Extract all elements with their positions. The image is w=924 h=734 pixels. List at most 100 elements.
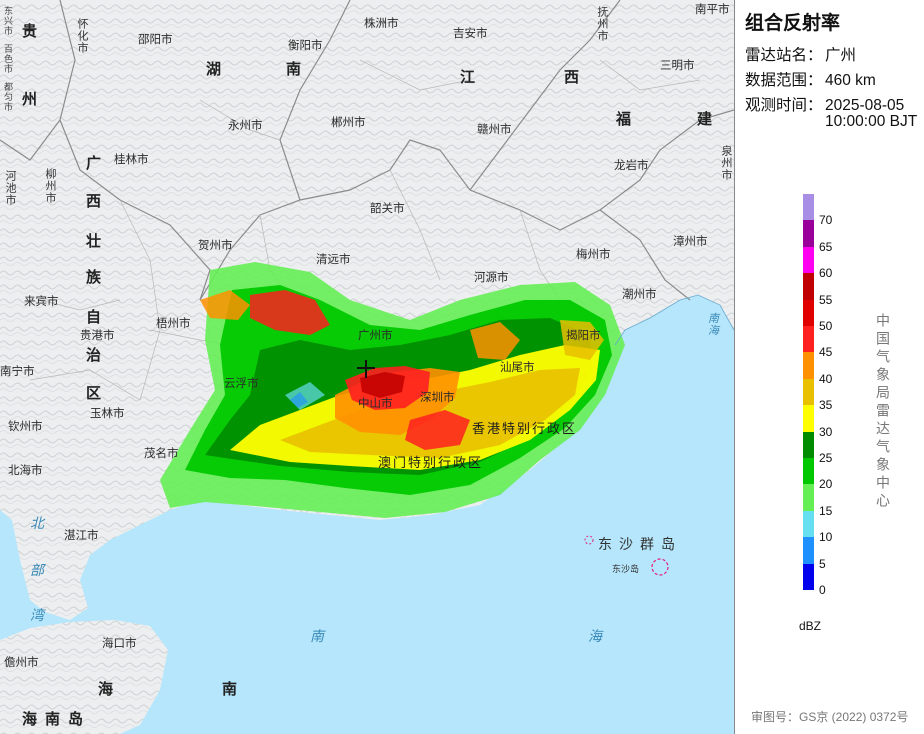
province-label: 建 bbox=[697, 111, 713, 128]
scale-value: 35 bbox=[819, 398, 833, 413]
province-label: 湖 bbox=[206, 61, 222, 78]
scale-value: 10 bbox=[819, 530, 833, 545]
city-label: 株洲市 bbox=[364, 18, 399, 30]
city-label: 河源市 bbox=[474, 272, 509, 284]
city-label: 赣州市 bbox=[477, 124, 512, 136]
city-label: 梧州市 bbox=[156, 318, 191, 330]
scale-value: 0 bbox=[819, 583, 826, 597]
province-label: 南 bbox=[286, 61, 302, 78]
dongsha-island-label: 东沙岛 bbox=[612, 564, 640, 574]
province-label: 区 bbox=[86, 385, 102, 402]
city-label: 南宁市 bbox=[0, 366, 35, 378]
city-label: 怀化市 bbox=[76, 18, 88, 54]
province-label: 壮 bbox=[86, 233, 102, 250]
sea-label: 南 bbox=[708, 313, 719, 325]
city-label: 梅州市 bbox=[576, 249, 611, 261]
city-label: 儋州市 bbox=[4, 657, 39, 669]
time-date: 2025-08-05 bbox=[825, 97, 905, 114]
city-label: 桂林市 bbox=[114, 154, 149, 166]
scale-swatch bbox=[803, 326, 814, 353]
station-row: 雷达站名： 广州 bbox=[745, 43, 856, 65]
scale-value: 40 bbox=[819, 371, 833, 386]
product-title: 组合反射率 bbox=[745, 13, 841, 34]
scale-value: 20 bbox=[819, 477, 833, 492]
radar-site-marker bbox=[357, 360, 375, 378]
scale-value: 55 bbox=[819, 292, 833, 307]
province-label: 福 bbox=[616, 111, 632, 128]
scale-value: 65 bbox=[819, 239, 833, 254]
radar-echo bbox=[160, 262, 625, 518]
info-panel: 组合反射率 雷达站名： 广州 数据范围： 460 km 观测时间： 2025-08-0… bbox=[734, 0, 924, 734]
range-key: 数据范围： bbox=[745, 72, 823, 89]
island-label: 海南岛 bbox=[22, 711, 92, 728]
scale-swatch bbox=[803, 220, 814, 247]
city-label: 郴州市 bbox=[331, 117, 366, 129]
city-label: 茂名市 bbox=[144, 448, 179, 460]
scale-swatch bbox=[803, 537, 814, 564]
city-label: 湛江市 bbox=[64, 530, 99, 542]
dongsha-islands-label: 东沙群岛 bbox=[598, 536, 682, 552]
city-label: 贺州市 bbox=[198, 240, 233, 252]
province-label: 西 bbox=[86, 193, 102, 210]
scale-swatch bbox=[803, 299, 814, 326]
province-label: 海 bbox=[98, 681, 114, 698]
scale-value: 25 bbox=[819, 451, 833, 465]
scale-value: 45 bbox=[819, 345, 833, 360]
scale-swatch bbox=[803, 194, 814, 221]
scale-value: 5 bbox=[819, 556, 826, 571]
scale-swatch bbox=[803, 405, 814, 432]
city-label: 河池市 bbox=[4, 170, 16, 206]
scale-value: 60 bbox=[819, 266, 833, 281]
city-label: 衡阳市 bbox=[288, 40, 323, 52]
sea-label: 部 bbox=[30, 562, 44, 578]
province-label: 州 bbox=[22, 91, 38, 108]
city-label: 邵阳市 bbox=[138, 34, 173, 46]
province-label: 治 bbox=[86, 347, 102, 364]
station-value: 广州 bbox=[825, 47, 857, 64]
unit-label: dBZ bbox=[799, 619, 822, 633]
city-label: 贵港市 bbox=[80, 330, 115, 342]
time-clock: 10:00:00 BJT bbox=[825, 113, 918, 130]
time-row: 观测时间： 2025-08-05 bbox=[745, 93, 904, 115]
radar-map[interactable]: 贵 州 湖 南 江 西 福 建 广 西 壮 族 自 治 区 海 海南岛 南 北 … bbox=[0, 0, 734, 734]
sea-label: 海 bbox=[588, 628, 602, 644]
scale-swatch bbox=[803, 273, 814, 300]
scale-swatch bbox=[803, 563, 814, 590]
province-label: 族 bbox=[86, 269, 102, 286]
city-label: 汕尾市 bbox=[500, 362, 535, 374]
city-label: 百色市 bbox=[3, 44, 13, 74]
map-canvas bbox=[0, 0, 734, 734]
scale-value: 50 bbox=[819, 319, 833, 333]
city-label: 来宾市 bbox=[24, 296, 59, 308]
sea-label: 南 bbox=[310, 628, 324, 644]
scale-value: 15 bbox=[819, 503, 833, 518]
range-row: 数据范围： 460 km bbox=[745, 68, 876, 90]
agency-label: 中国气象局雷达气象中心 bbox=[875, 313, 891, 511]
city-label: 吉安市 bbox=[453, 28, 488, 40]
city-label: 南平市 bbox=[695, 4, 730, 16]
province-label: 贵 bbox=[22, 23, 38, 40]
city-label: 揭阳市 bbox=[566, 330, 601, 342]
sea-label: 北 bbox=[30, 515, 44, 531]
city-label: 海口市 bbox=[102, 638, 137, 650]
time-key: 观测时间： bbox=[745, 97, 823, 114]
city-label: 潮州市 bbox=[622, 289, 657, 301]
station-key: 雷达站名： bbox=[745, 47, 823, 64]
province-label: 自 bbox=[86, 309, 102, 326]
city-label: 柳州市 bbox=[44, 168, 56, 204]
province-borders bbox=[0, 0, 734, 301]
city-label: 钦州市 bbox=[8, 421, 43, 433]
scale-swatch bbox=[803, 378, 814, 406]
scale-value: 30 bbox=[819, 424, 833, 439]
city-label: 北海市 bbox=[8, 465, 43, 477]
hong-kong-label: 香港特别行政区 bbox=[472, 421, 578, 436]
range-value: 460 km bbox=[825, 72, 876, 89]
city-label: 中山市 bbox=[358, 398, 393, 410]
sea-label: 海 bbox=[708, 325, 719, 337]
land-hainan bbox=[0, 620, 168, 734]
scale-swatch bbox=[803, 352, 814, 379]
province-label: 江 bbox=[460, 69, 476, 86]
city-label: 三明市 bbox=[660, 60, 695, 72]
city-label: 云浮市 bbox=[224, 378, 259, 390]
scale-swatch bbox=[803, 510, 814, 538]
